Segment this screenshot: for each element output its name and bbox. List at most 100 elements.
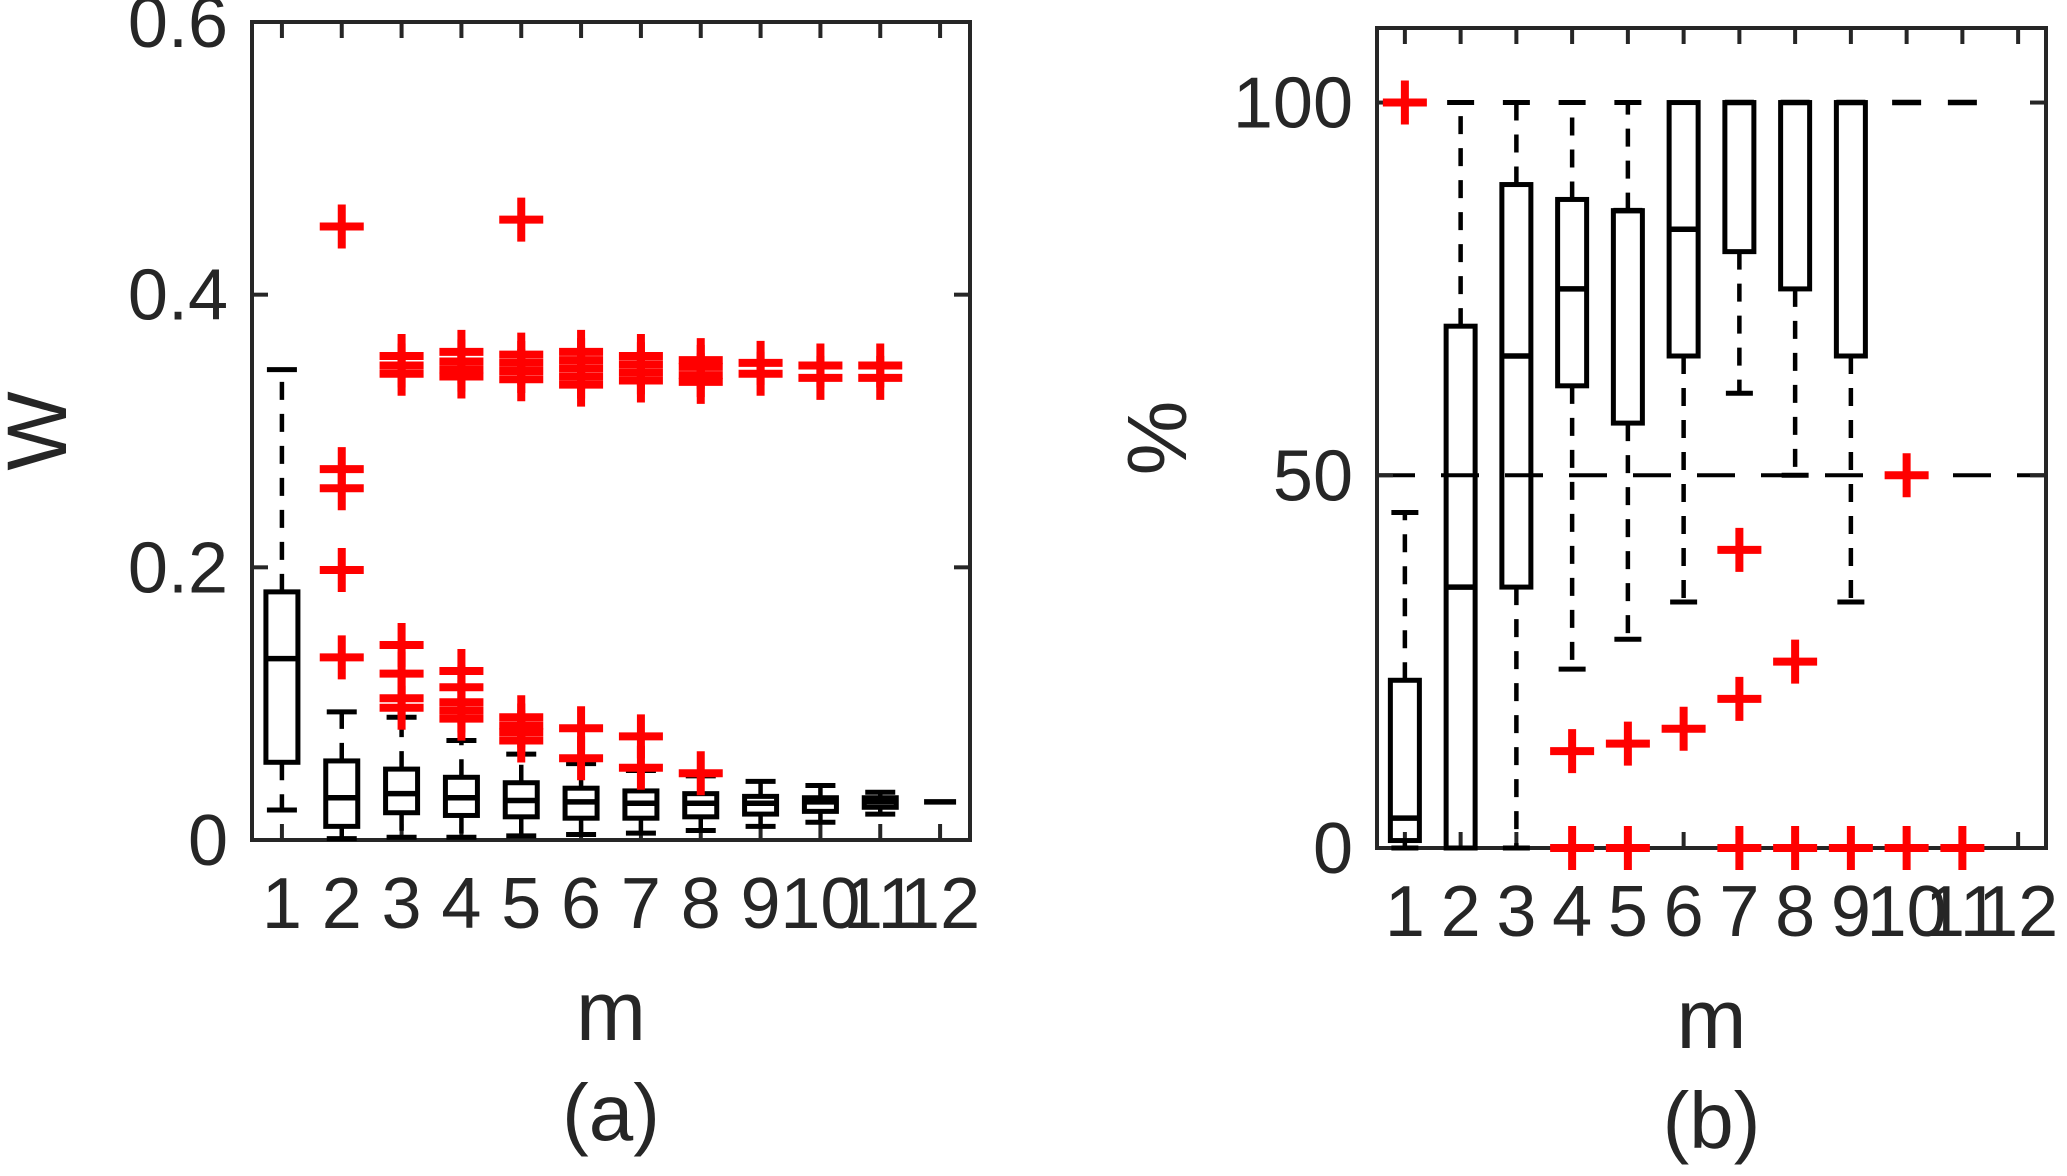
boxplot-a-m7 <box>618 334 663 836</box>
x-tick-label: 4 <box>1552 872 1592 952</box>
x-tick-label: 8 <box>681 864 721 944</box>
iqr-box <box>1833 100 1868 359</box>
outlier-marker <box>1717 826 1762 870</box>
x-tick-label: 3 <box>382 864 422 944</box>
y-tick-label: 0 <box>188 801 228 881</box>
outlier-marker <box>678 751 723 796</box>
x-tick-label: 4 <box>441 864 481 944</box>
outlier-marker <box>499 357 544 402</box>
outlier-marker <box>319 548 364 593</box>
outlier-marker <box>1605 721 1650 766</box>
x-tick-label: 7 <box>621 864 661 944</box>
x-axis-label: m <box>1677 972 1747 1066</box>
boxplot-b-m7 <box>1717 99 1762 870</box>
outlier-marker <box>559 736 604 781</box>
x-tick-label: 10 <box>780 864 860 944</box>
outlier-marker <box>1773 639 1818 684</box>
boxplot-b-m3 <box>1499 100 1534 851</box>
x-tick-label: 5 <box>1608 872 1648 952</box>
outlier-marker <box>618 745 663 790</box>
x-tick-label: 2 <box>322 864 362 944</box>
iqr-box <box>1555 196 1590 389</box>
outlier-marker <box>1717 527 1762 572</box>
x-tick-label: 3 <box>1496 872 1536 952</box>
boxplot-b-m8 <box>1773 99 1818 870</box>
boxplot-a-m5 <box>499 197 544 839</box>
x-tick-label: 12 <box>1978 872 2058 952</box>
outlier-marker <box>618 358 663 403</box>
y-axis-label: % <box>1110 401 1204 476</box>
boxplot-b-m1 <box>1382 80 1427 851</box>
axes-frame <box>250 20 972 842</box>
x-tick-label: 9 <box>1831 872 1871 952</box>
iqr-box <box>1499 182 1534 590</box>
iqr-box <box>1610 208 1645 426</box>
outlier-marker <box>798 355 843 400</box>
y-tick-label: 50 <box>1273 436 1353 516</box>
boxplot-b-m4 <box>1550 100 1595 870</box>
x-tick-label: 1 <box>1385 872 1425 952</box>
boxplot-a-m3 <box>379 334 424 840</box>
boxplot-a-m1 <box>263 367 301 813</box>
outlier-marker <box>499 718 544 763</box>
x-tick-label: 2 <box>1441 872 1481 952</box>
boxplot-a-m4 <box>439 329 484 840</box>
x-tick-label: 8 <box>1775 872 1815 952</box>
outlier-marker <box>1717 676 1762 721</box>
outlier-marker <box>1884 453 1929 498</box>
boxplot-a-m6 <box>559 329 604 838</box>
iqr-box <box>1722 100 1757 255</box>
x-tick-label: 9 <box>741 864 781 944</box>
boxplot-a-m10 <box>798 343 843 825</box>
iqr-box <box>1778 100 1813 292</box>
outlier-marker <box>1550 826 1595 870</box>
x-tick-label: 6 <box>561 864 601 944</box>
outlier-marker <box>1940 826 1985 870</box>
outlier-marker <box>1828 826 1873 870</box>
boxplot-a-m11 <box>858 343 903 817</box>
x-tick-label: 5 <box>501 864 541 944</box>
axes-frame <box>1375 26 2048 850</box>
outlier-marker <box>319 635 364 680</box>
boxplot-b-m2 <box>1443 100 1478 851</box>
boxplot-b-m6 <box>1661 100 1706 751</box>
outlier-marker <box>379 685 424 730</box>
outlier-marker <box>379 351 424 396</box>
outlier-marker <box>319 204 364 249</box>
outlier-marker <box>499 197 544 242</box>
outlier-marker <box>319 466 364 511</box>
boxplot-b-m10 <box>1884 99 1929 870</box>
boxplot-b-m5 <box>1605 100 1650 870</box>
y-tick-label: 0.2 <box>128 528 228 608</box>
boxplot-a-m2 <box>319 204 364 842</box>
outlier-marker <box>1773 826 1818 870</box>
y-axis-label: W <box>0 391 84 470</box>
x-tick-label: 12 <box>900 864 980 944</box>
outlier-marker <box>559 362 604 407</box>
x-tick-label: 11 <box>843 864 918 944</box>
outlier-marker <box>1884 826 1929 870</box>
outlier-marker <box>1550 729 1595 774</box>
iqr-box <box>263 589 301 765</box>
iqr-box <box>323 758 361 829</box>
panel-caption: (a) <box>562 1068 660 1157</box>
y-tick-label: 0.4 <box>128 256 228 336</box>
x-tick-label: 10 <box>1867 872 1947 952</box>
boxplot-b-m9 <box>1828 99 1873 870</box>
outlier-marker <box>1605 826 1650 870</box>
outlier-marker <box>738 351 783 396</box>
outlier-marker <box>858 355 903 400</box>
x-tick-label: 7 <box>1719 872 1759 952</box>
x-tick-label: 11 <box>1925 872 2000 952</box>
outlier-marker <box>1382 80 1427 125</box>
panel-caption: (b) <box>1663 1076 1761 1165</box>
y-tick-label: 100 <box>1233 64 1353 144</box>
x-tick-label: 6 <box>1664 872 1704 952</box>
x-axis-label: m <box>576 964 646 1058</box>
y-tick-label: 0.6 <box>128 0 228 63</box>
iqr-box <box>1387 677 1422 844</box>
